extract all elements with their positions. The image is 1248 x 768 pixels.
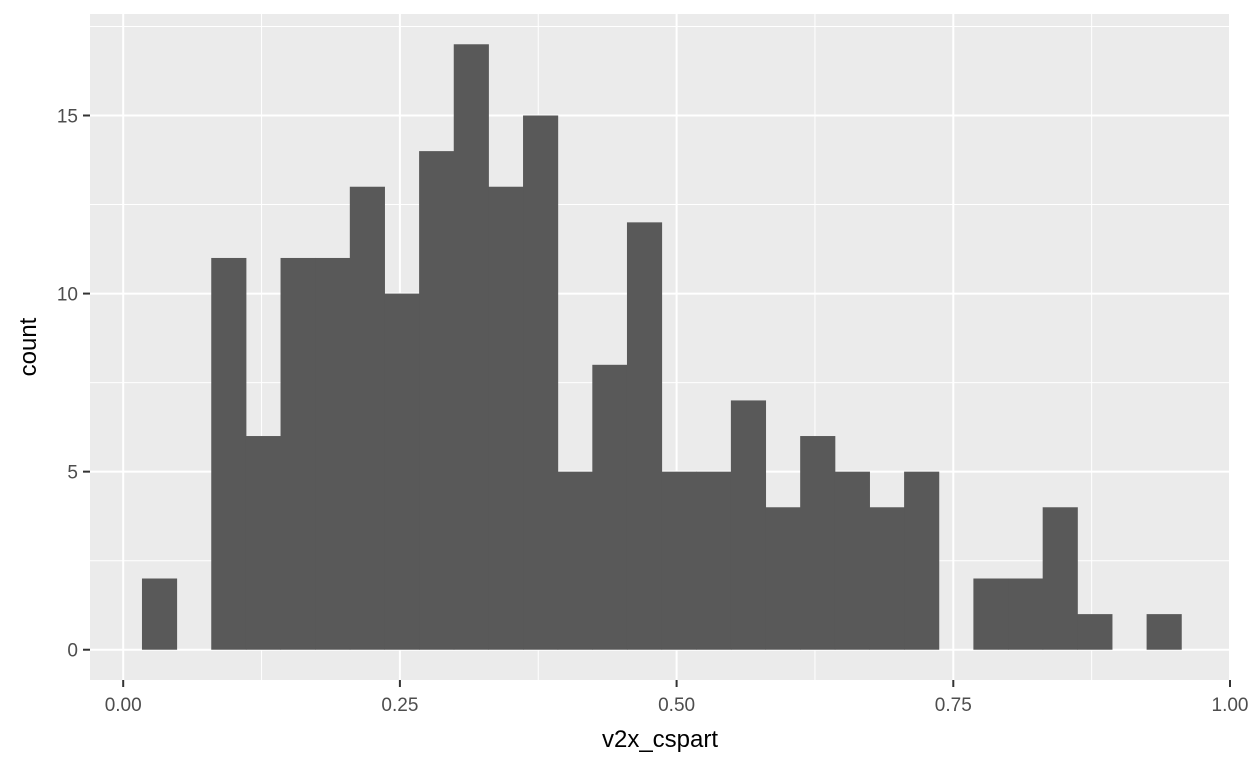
histogram-bar bbox=[384, 293, 420, 650]
x-tick-label: 0.00 bbox=[105, 695, 142, 716]
histogram-bar bbox=[973, 578, 1009, 650]
histogram-bar bbox=[661, 471, 697, 650]
histogram-bar bbox=[211, 257, 247, 650]
y-tick-label: 10 bbox=[57, 285, 78, 306]
x-tick-label: 0.75 bbox=[935, 695, 972, 716]
histogram-bar bbox=[523, 115, 559, 650]
histogram-bar bbox=[488, 186, 524, 650]
y-tick-label: 0 bbox=[67, 641, 78, 662]
y-tick-label: 15 bbox=[57, 107, 78, 128]
y-axis-ticks: 0 5 10 15 bbox=[57, 107, 90, 662]
histogram-bar bbox=[800, 436, 836, 650]
histogram-bar bbox=[730, 400, 767, 650]
y-axis-title: count bbox=[15, 317, 42, 376]
histogram-bars bbox=[141, 44, 1182, 650]
histogram-bar bbox=[696, 471, 732, 650]
x-tick-label: 1.00 bbox=[1212, 695, 1248, 716]
histogram-bar bbox=[349, 186, 385, 650]
y-tick-label: 5 bbox=[67, 463, 78, 484]
histogram-bar bbox=[626, 222, 663, 650]
histogram-bar bbox=[592, 364, 628, 650]
histogram-bar bbox=[453, 44, 489, 650]
histogram-bar bbox=[1042, 507, 1078, 650]
histogram-bar bbox=[765, 507, 801, 650]
histogram-bar bbox=[315, 257, 351, 650]
histogram-bar bbox=[834, 471, 870, 650]
histogram-bar bbox=[1077, 614, 1113, 650]
histogram-bar bbox=[1146, 614, 1182, 650]
histogram-bar bbox=[141, 578, 178, 650]
histogram-bar bbox=[904, 471, 940, 650]
x-axis-ticks: 0.00 0.25 0.50 0.75 1.00 bbox=[105, 680, 1248, 716]
histogram-bar bbox=[280, 257, 316, 650]
histogram-bar bbox=[245, 436, 282, 650]
x-tick-label: 0.25 bbox=[381, 695, 418, 716]
x-axis-title: v2x_cspart bbox=[602, 726, 718, 753]
histogram-bar bbox=[419, 151, 455, 650]
histogram-bar bbox=[1008, 578, 1044, 650]
histogram-bar bbox=[557, 471, 593, 650]
x-tick-label: 0.50 bbox=[658, 695, 695, 716]
histogram-bar bbox=[869, 507, 905, 650]
